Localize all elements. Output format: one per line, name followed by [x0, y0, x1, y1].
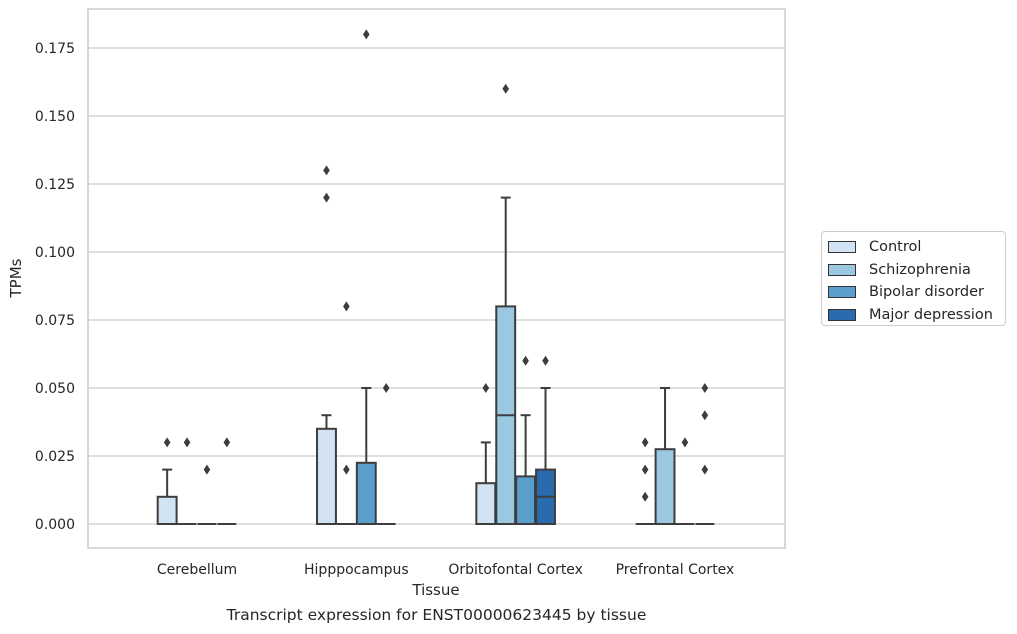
outlier-point — [701, 383, 709, 393]
outlier-point — [641, 464, 649, 475]
legend: Control Schizophrenia Bipolar disorder Majo… — [821, 231, 1006, 326]
y-axis-ticks: 0.000 0.025 0.050 0.075 0.100 0.125 0.150 0.175 — [35, 41, 75, 533]
box-major-depression — [217, 437, 237, 525]
y-tick-label: 0.050 — [35, 381, 75, 397]
box-bipolar-disorder — [355, 29, 377, 525]
outlier-point — [701, 410, 709, 421]
y-axis-label: TPMs — [7, 258, 25, 298]
box-iqr — [654, 448, 676, 526]
outlier-point — [163, 437, 171, 448]
outlier-point — [203, 464, 211, 475]
legend-label: Control — [869, 239, 922, 256]
outlier-point — [522, 355, 529, 366]
box-schizophrenia — [177, 437, 197, 525]
y-tick-label: 0.150 — [35, 109, 75, 125]
x-tick-label: Prefrontal Cortex — [616, 562, 735, 578]
outlier-point — [323, 165, 330, 176]
box-iqr — [515, 475, 537, 525]
box-control — [156, 437, 178, 525]
legend-label: Bipolar disorder — [869, 284, 984, 301]
legend-label: Schizophrenia — [869, 261, 971, 278]
legend-item: Schizophrenia — [828, 259, 1005, 282]
box-major-depression — [376, 383, 396, 525]
box-schizophrenia — [336, 301, 356, 525]
legend-swatch — [828, 286, 856, 299]
y-tick-label: 0.000 — [35, 517, 75, 533]
box-plot-marks — [156, 29, 715, 526]
box-schizophrenia — [654, 387, 676, 526]
box-control — [635, 437, 655, 525]
box-major-depression — [535, 355, 556, 526]
outlier-point — [701, 464, 709, 475]
legend-swatch — [828, 308, 856, 321]
outlier-point — [382, 383, 390, 393]
box-control — [316, 165, 337, 525]
legend-item: Major depression — [828, 304, 1005, 327]
outlier-point — [183, 437, 191, 448]
plot-frame — [87, 8, 786, 549]
grid-lines — [88, 47, 785, 525]
y-tick-label: 0.125 — [35, 177, 75, 193]
x-axis-ticks: Cerebellum Hipppocampus Orbitofontal Corte… — [157, 562, 734, 578]
box-iqr — [475, 482, 497, 526]
legend-item: Control — [828, 236, 1005, 259]
outlier-point — [343, 301, 350, 312]
x-tick-label: Hipppocampus — [304, 562, 409, 578]
box-iqr — [355, 461, 377, 525]
outlier-point — [343, 464, 350, 475]
box-control — [475, 383, 497, 526]
outlier-point — [223, 437, 231, 448]
outlier-point — [362, 29, 370, 40]
y-tick-label: 0.025 — [35, 449, 75, 465]
chart-caption: Transcript expression for ENST0000062344… — [226, 606, 647, 624]
outlier-point — [323, 192, 330, 203]
outlier-point — [502, 83, 510, 94]
outlier-point — [641, 491, 649, 502]
outlier-point — [542, 355, 549, 366]
legend-label: Major depression — [869, 306, 993, 323]
box-bipolar-disorder — [515, 355, 537, 525]
legend-swatch — [828, 241, 856, 254]
outlier-point — [482, 383, 490, 393]
y-tick-label: 0.075 — [35, 313, 75, 329]
y-tick-label: 0.175 — [35, 41, 75, 57]
legend-item: Bipolar disorder — [828, 281, 1005, 304]
outlier-point — [681, 437, 689, 448]
box-schizophrenia — [495, 83, 517, 525]
outlier-point — [641, 437, 649, 448]
box-major-depression — [695, 383, 715, 525]
box-iqr — [316, 427, 337, 525]
x-tick-label: Orbitofontal Cortex — [448, 562, 583, 578]
x-tick-label: Cerebellum — [157, 562, 237, 578]
box-bipolar-disorder — [675, 437, 695, 525]
y-tick-label: 0.100 — [35, 245, 75, 261]
legend-swatch — [828, 263, 856, 276]
box-bipolar-disorder — [197, 464, 217, 525]
box-iqr — [156, 495, 178, 525]
x-axis-label: Tissue — [411, 581, 459, 599]
